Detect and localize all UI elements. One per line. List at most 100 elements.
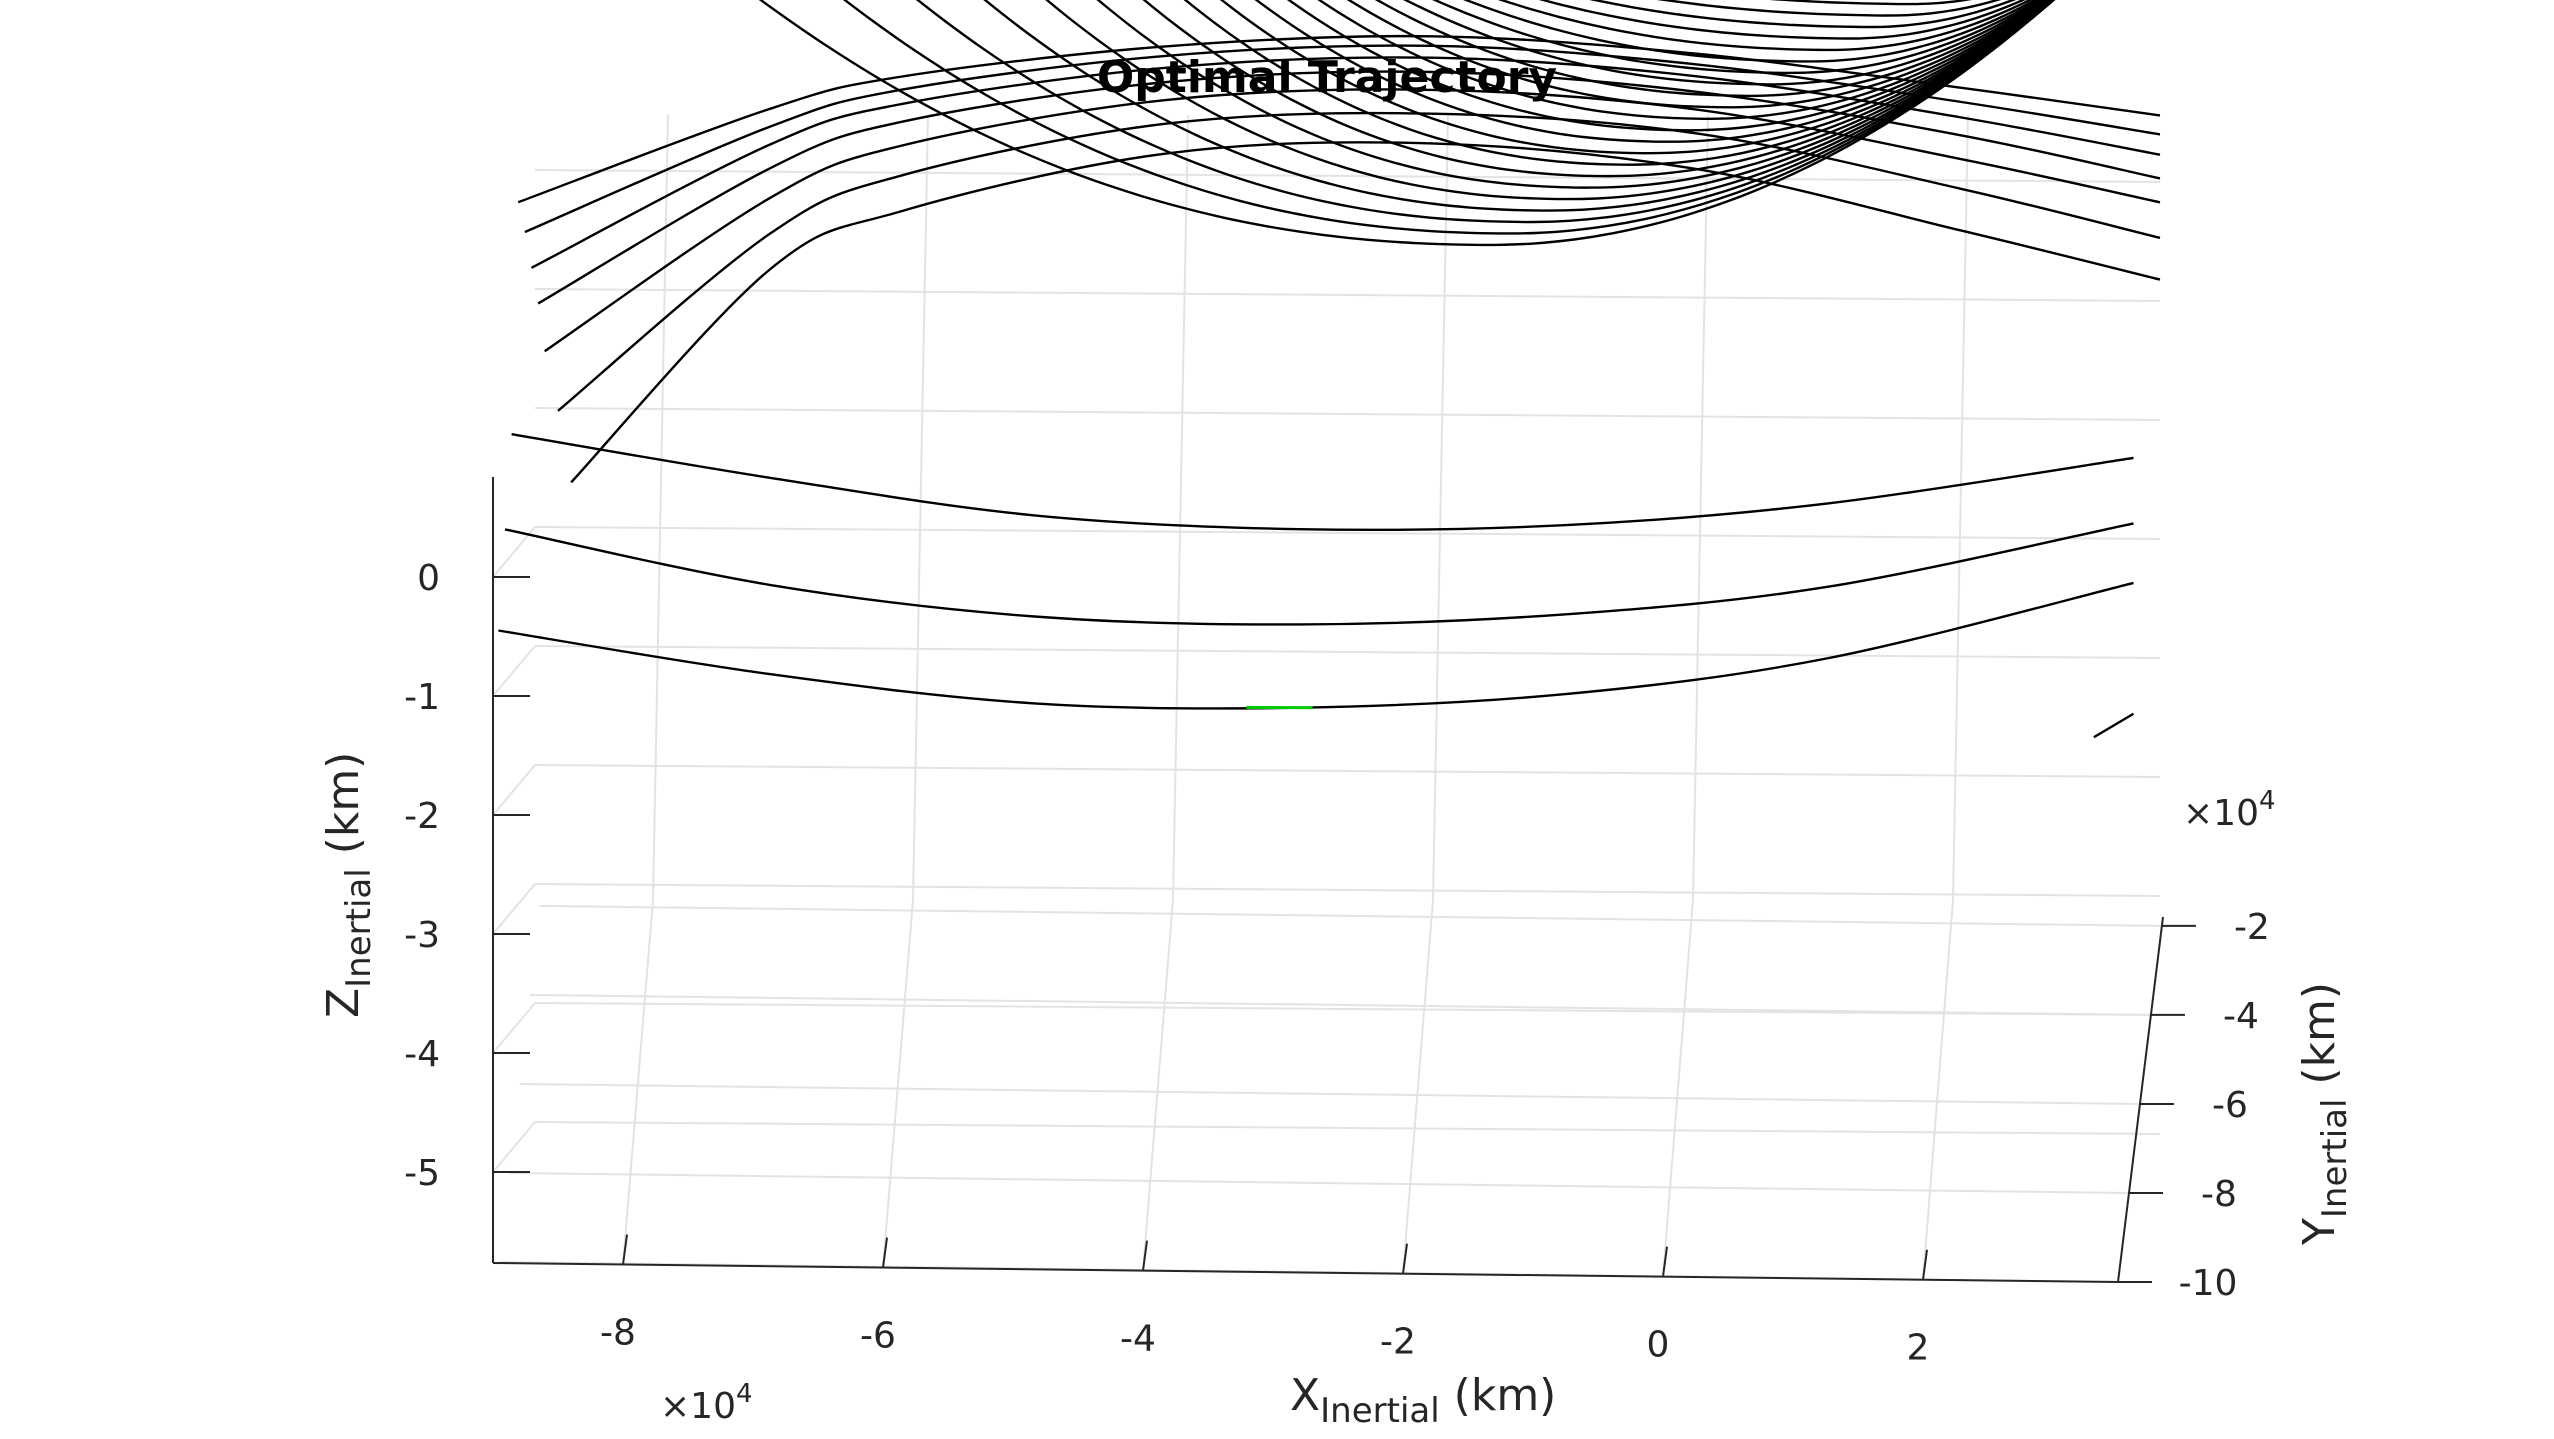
z-grid-line bbox=[534, 407, 2161, 421]
y-axis-label-main: Y bbox=[2294, 1218, 2345, 1246]
z-grid-line bbox=[534, 645, 2161, 659]
x-grid-line bbox=[1402, 899, 1434, 1274]
z-tick-label: -4 bbox=[404, 1034, 440, 1075]
y-tick-label: -6 bbox=[2212, 1085, 2248, 1126]
trajectory-arc bbox=[1432, 0, 2042, 75]
trajectory-orbit bbox=[537, 70, 2161, 305]
x-tick bbox=[622, 1234, 628, 1265]
y-axis-label: YInertial (km) bbox=[2294, 982, 2355, 1246]
x-tick bbox=[1922, 1249, 1928, 1280]
trajectory-arc bbox=[1538, 0, 2026, 40]
trajectory-arc bbox=[758, 0, 2056, 247]
y-exponent-label: ×104 bbox=[2183, 786, 2276, 834]
z-grid-line bbox=[534, 1002, 2161, 1016]
z-axis-label-sub: Inertial bbox=[339, 868, 379, 988]
trajectory-orbit bbox=[524, 44, 2161, 234]
trajectory-arc bbox=[1374, 0, 2047, 98]
x-grid-back-line bbox=[1172, 114, 1189, 901]
trajectory-arc bbox=[1656, 0, 2002, 17]
x-tick bbox=[1662, 1246, 1668, 1277]
z-tick-label: -1 bbox=[404, 677, 440, 718]
trajectory-arc bbox=[1402, 0, 2045, 86]
z-grid-side-line bbox=[492, 1121, 536, 1173]
z-grid-line bbox=[534, 764, 2161, 778]
trajectory-arc bbox=[842, 0, 2056, 235]
x-grid-line bbox=[1142, 899, 1174, 1271]
axes bbox=[492, 477, 2164, 1283]
trajectory-arc bbox=[1045, 0, 2055, 201]
y-axis-label-sub: Inertial bbox=[2315, 1099, 2355, 1219]
x-tick-label: -2 bbox=[1380, 1322, 1416, 1363]
trajectory-orbit bbox=[570, 141, 2161, 484]
z-grid-line bbox=[534, 526, 2161, 540]
x-tick bbox=[1402, 1243, 1408, 1274]
trajectory-lower-orbit bbox=[511, 433, 2134, 532]
y-exponent-base: 10 bbox=[2213, 793, 2259, 834]
y-axis-label-unit: (km) bbox=[2294, 982, 2345, 1099]
y-tick-label: -2 bbox=[2234, 907, 2270, 948]
trajectory-arc bbox=[1096, 0, 2055, 189]
z-tick-label: -5 bbox=[404, 1153, 440, 1194]
z-grid-side-line bbox=[492, 883, 536, 935]
trajectory-lower-orbit bbox=[504, 522, 2134, 626]
y-grid-line bbox=[529, 993, 2151, 1016]
x-tick bbox=[1142, 1240, 1148, 1271]
x-grid-line bbox=[622, 899, 654, 1265]
y-grid-line bbox=[509, 1171, 2129, 1194]
trajectory-short-segment bbox=[2093, 712, 2135, 739]
x-exponent-power: 4 bbox=[736, 1379, 753, 1409]
z-grid-line bbox=[534, 288, 2161, 302]
x-exponent-label: ×104 bbox=[660, 1379, 753, 1427]
grid-lines bbox=[492, 114, 2162, 1283]
x-tick-label: 0 bbox=[1647, 1325, 1670, 1366]
x-grid-line bbox=[1662, 899, 1694, 1277]
x-grid-line bbox=[882, 899, 914, 1268]
z-grid-line bbox=[534, 1121, 2161, 1135]
tick-labels: 0 -1 -2 -3 -4 -5 -8 -6 -4 -2 0 2 -2 -4 -6 -8 -10 bbox=[404, 558, 2270, 1369]
x-grid-back-line bbox=[652, 114, 669, 901]
z-tick-label: -2 bbox=[404, 796, 440, 837]
x-grid-line bbox=[1922, 899, 1954, 1280]
trajectory-arc bbox=[1589, 0, 2017, 29]
trajectory-arc bbox=[1254, 0, 2053, 143]
x-grid-back-line bbox=[1432, 114, 1449, 901]
x-grid-back-line bbox=[1952, 114, 1969, 901]
x-axis-label-main: X bbox=[1290, 1370, 1320, 1421]
z-axis-label-main: Z bbox=[318, 988, 369, 1018]
z-tick-label: -3 bbox=[404, 915, 440, 956]
x-tick-label: -6 bbox=[860, 1316, 896, 1357]
x-tick-label: -8 bbox=[600, 1313, 636, 1354]
z-tick-label: 0 bbox=[417, 558, 440, 599]
z-grid-line bbox=[534, 169, 2161, 183]
y-tick-label: -8 bbox=[2201, 1174, 2237, 1215]
z-axis-label-unit: (km) bbox=[318, 752, 369, 869]
x-axis-label-sub: Inertial bbox=[1320, 1391, 1440, 1431]
y-grid-line bbox=[519, 1082, 2140, 1105]
y-axis-line bbox=[2117, 916, 2164, 1283]
trajectory-arc bbox=[1497, 0, 2033, 52]
x-axis-line bbox=[492, 1262, 2119, 1283]
z-grid-side-line bbox=[492, 645, 536, 697]
y-grid-line bbox=[539, 904, 2162, 927]
trajectory-orbit bbox=[557, 111, 2161, 412]
trajectory-orbit bbox=[544, 88, 2161, 353]
x-tick-label: 2 bbox=[1907, 1328, 1930, 1369]
x-axis-label-unit: (km) bbox=[1440, 1370, 1557, 1421]
trajectory-curves bbox=[498, 0, 2161, 739]
x-axis-label: XInertial (km) bbox=[1290, 1370, 1556, 1431]
trajectory-arc bbox=[1317, 0, 2051, 121]
trajectory-orbit bbox=[517, 34, 2161, 204]
x-tick-label: -4 bbox=[1120, 1319, 1156, 1360]
x-tick bbox=[882, 1237, 888, 1268]
trajectory-arc bbox=[1462, 0, 2038, 63]
trajectory-arc bbox=[1183, 0, 2054, 166]
trajectory-arc bbox=[1219, 0, 2054, 155]
y-tick-label: -4 bbox=[2223, 996, 2259, 1037]
x-grid-back-line bbox=[1692, 114, 1709, 901]
z-axis-label: ZInertial (km) bbox=[318, 752, 379, 1018]
y-tick-label: -10 bbox=[2179, 1263, 2238, 1304]
trajectory-orbit bbox=[530, 56, 2161, 269]
x-grid-back-line bbox=[912, 114, 929, 901]
z-grid-line bbox=[534, 883, 2161, 897]
